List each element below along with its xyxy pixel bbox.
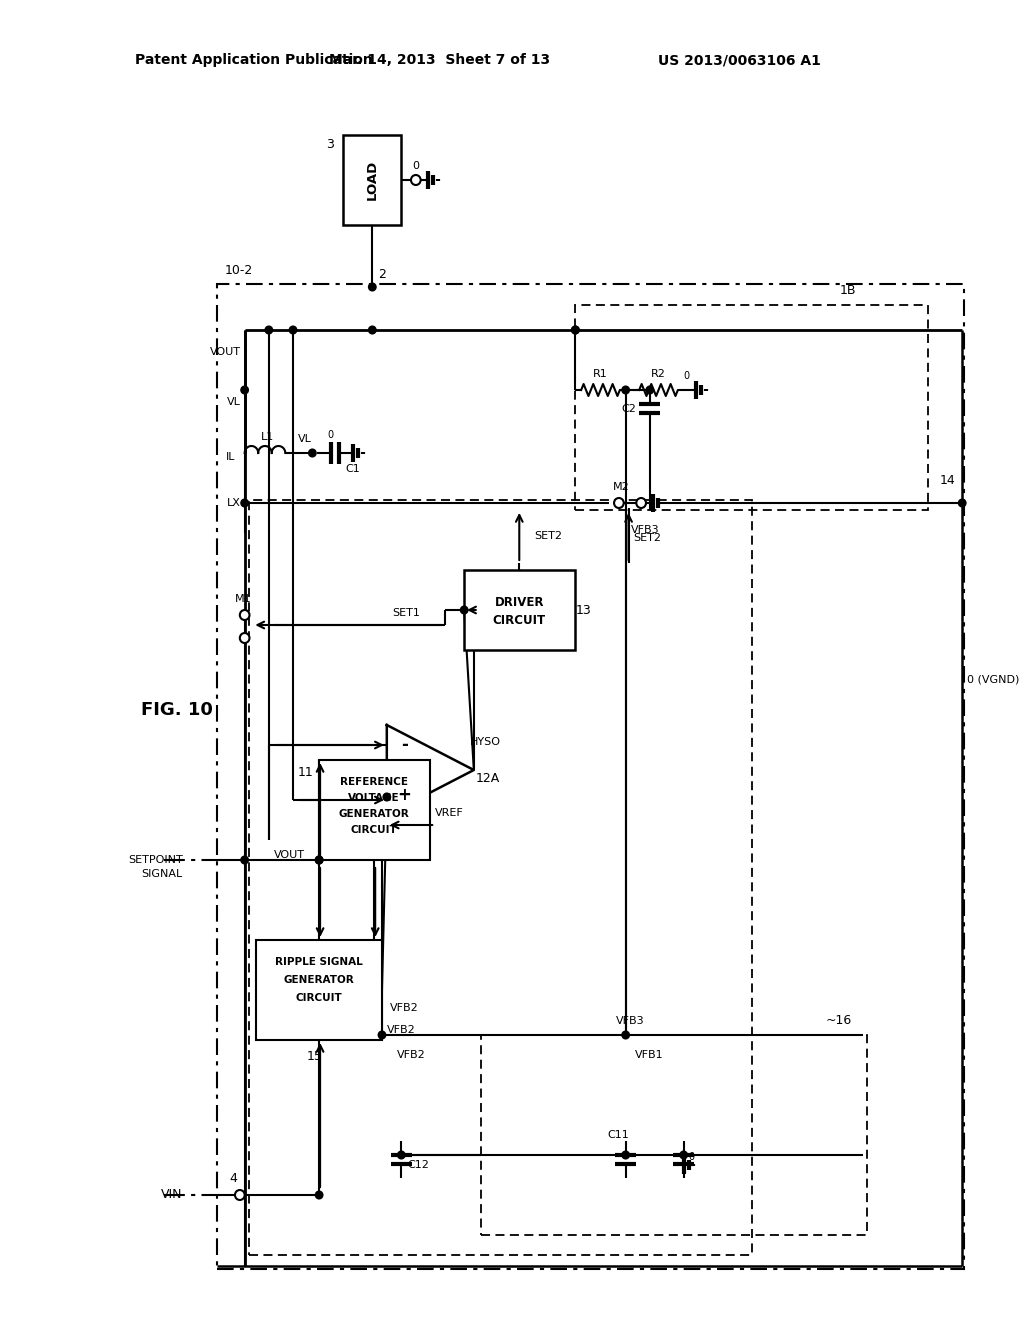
Text: 13: 13 [575,603,591,616]
Text: SIGNAL: SIGNAL [141,869,182,879]
Text: VL: VL [298,434,311,444]
Circle shape [636,498,646,508]
Text: +: + [397,785,412,804]
Bar [343,135,401,224]
Text: VOUT: VOUT [210,347,241,356]
Text: R1: R1 [593,370,608,379]
Text: -: - [400,737,408,754]
Text: C1: C1 [345,465,360,474]
Circle shape [309,450,315,457]
Circle shape [242,499,248,507]
Text: IL: IL [226,451,236,462]
Circle shape [614,498,624,508]
Circle shape [383,793,390,800]
Circle shape [623,1031,629,1039]
Text: 2: 2 [378,268,386,281]
Circle shape [240,610,250,620]
Circle shape [242,857,248,863]
Circle shape [646,387,653,393]
Bar [480,1035,867,1236]
Text: VFB3: VFB3 [616,1016,645,1026]
Text: SET2: SET2 [535,531,562,541]
Text: LX: LX [227,498,241,508]
Text: SET1: SET1 [392,609,420,618]
Circle shape [623,387,629,393]
Text: 10-2: 10-2 [224,264,253,276]
Text: HYSO: HYSO [470,737,501,747]
Text: CIRCUIT: CIRCUIT [296,993,342,1003]
Circle shape [680,1151,687,1159]
Circle shape [315,1192,323,1199]
Text: 0: 0 [413,161,419,172]
Text: Mar. 14, 2013  Sheet 7 of 13: Mar. 14, 2013 Sheet 7 of 13 [330,53,551,67]
Text: VOUT: VOUT [273,850,305,861]
Bar [217,284,965,1269]
Circle shape [398,1151,404,1159]
Text: VFB3: VFB3 [631,525,659,535]
Text: US 2013/0063106 A1: US 2013/0063106 A1 [657,53,820,67]
Text: VREF: VREF [435,808,464,818]
Circle shape [623,1151,629,1159]
Circle shape [411,176,421,185]
Text: GENERATOR: GENERATOR [284,975,354,985]
Text: RIPPLE SIGNAL: RIPPLE SIGNAL [275,957,362,968]
Text: CIRCUIT: CIRCUIT [493,614,546,627]
Circle shape [242,387,248,393]
Circle shape [290,326,296,334]
Text: 12A: 12A [475,771,500,784]
Circle shape [572,326,579,334]
Text: 3: 3 [326,139,334,152]
Text: GENERATOR: GENERATOR [339,809,410,818]
Circle shape [572,326,579,334]
Text: R2: R2 [651,370,666,379]
Text: C2: C2 [622,404,636,414]
Text: C11: C11 [607,1130,629,1140]
Circle shape [315,857,323,863]
Text: SET2: SET2 [634,533,662,543]
Text: 0: 0 [688,1152,694,1162]
Circle shape [379,1031,385,1039]
Circle shape [369,326,376,334]
Text: VL: VL [227,397,241,407]
Text: VOLTAGE: VOLTAGE [348,793,400,803]
Bar [256,940,382,1040]
Text: Patent Application Publication: Patent Application Publication [135,53,373,67]
Text: CIRCUIT: CIRCUIT [351,825,397,836]
Text: C12: C12 [408,1160,430,1170]
Circle shape [461,606,468,614]
Text: M2: M2 [612,482,629,492]
Circle shape [958,499,966,507]
Circle shape [234,1191,245,1200]
Text: REFERENCE: REFERENCE [340,777,409,787]
Circle shape [315,857,323,863]
Text: 0 (VGND): 0 (VGND) [967,675,1019,685]
Bar [250,500,753,1255]
Circle shape [240,634,250,643]
Text: 14: 14 [940,474,955,487]
Text: L1: L1 [261,432,274,442]
Circle shape [369,284,376,290]
Text: VFB2: VFB2 [390,1003,419,1012]
Text: 0: 0 [328,430,334,440]
Polygon shape [387,725,474,814]
Circle shape [265,326,272,334]
Text: 0: 0 [683,371,689,381]
Text: M1: M1 [234,594,251,605]
Text: VFB1: VFB1 [635,1049,664,1060]
Text: 1B: 1B [840,285,856,297]
Bar [575,305,929,510]
Bar [319,760,430,861]
Text: VIN: VIN [161,1188,182,1201]
Bar [464,570,575,649]
Text: 11: 11 [298,766,313,779]
Text: VFB2: VFB2 [387,1026,416,1035]
Text: LOAD: LOAD [366,160,379,201]
Text: DRIVER: DRIVER [495,597,544,610]
Text: 15: 15 [306,1049,323,1063]
Text: 4: 4 [229,1172,237,1185]
Text: VFB2: VFB2 [396,1049,425,1060]
Text: ~16: ~16 [825,1015,852,1027]
Text: SETPOINT: SETPOINT [128,855,182,865]
Text: FIG. 10: FIG. 10 [141,701,213,719]
